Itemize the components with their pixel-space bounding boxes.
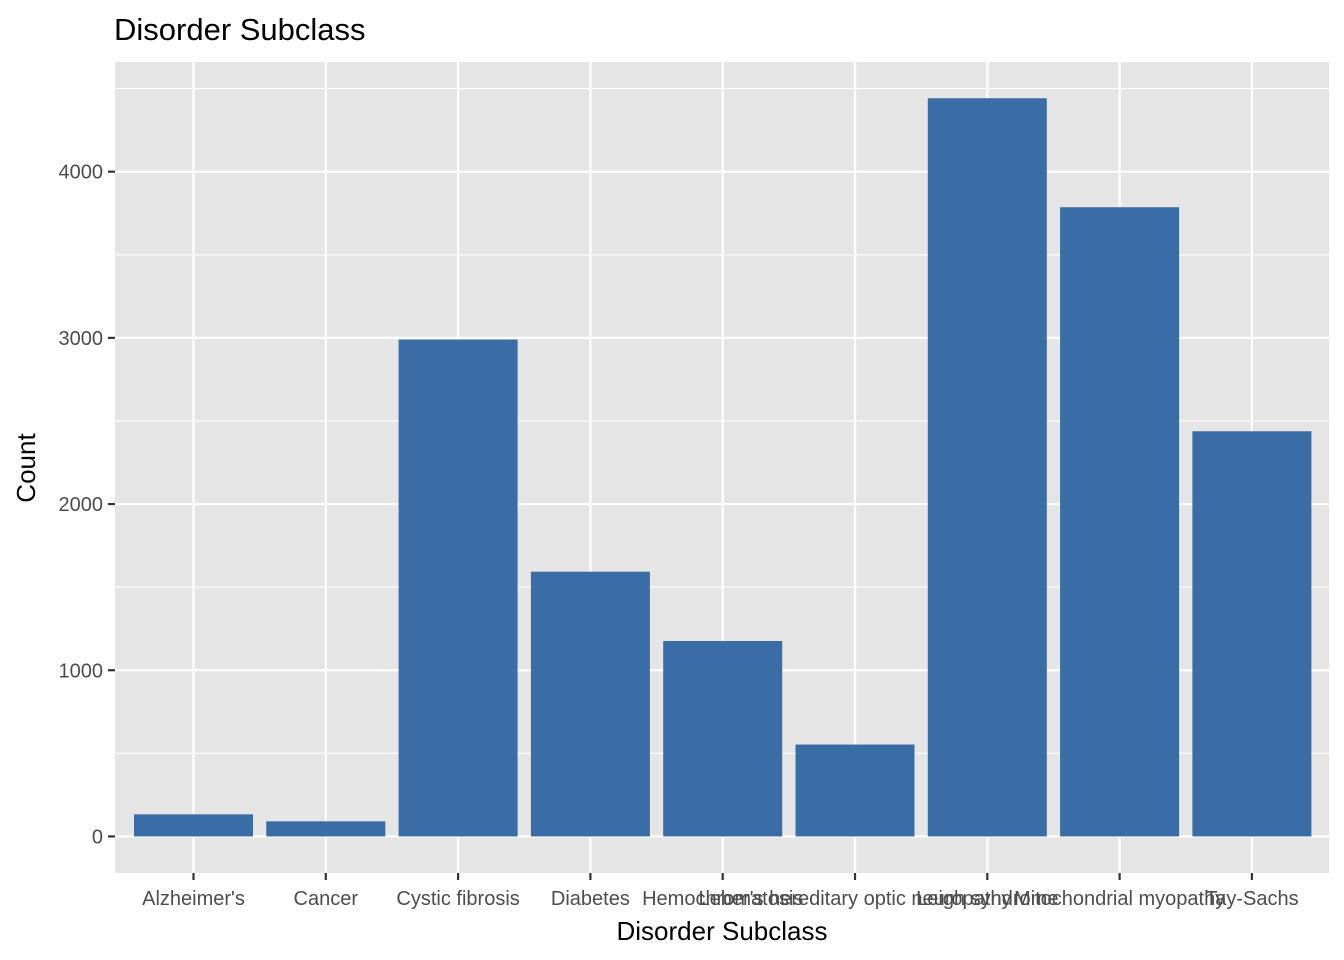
bar [266,821,386,837]
x-tick-label: Cancer [294,888,359,910]
y-axis: 0 1000 2000 3000 4000 [59,162,115,848]
x-tick-label: Hemochromatosis [642,888,803,910]
y-tick-label: 4000 [59,162,104,184]
x-tick-label: Cystic fibrosis [396,888,519,910]
x-axis-title: Disorder Subclass [617,916,828,946]
bar [927,98,1047,837]
x-tick-label: Diabetes [551,888,630,910]
bar [795,744,915,837]
y-tick-label: 0 [92,826,103,848]
bar [1060,207,1180,837]
bars [134,98,1312,837]
chart-title: Disorder Subclass [114,12,366,47]
x-tick-label: Alzheimer's [142,888,245,910]
x-tick-label: Tay-Sachs [1205,888,1298,910]
bar [134,814,253,837]
bar [530,571,650,837]
x-tick-label: Leber's hereditary optic neuropathy [699,888,1012,910]
x-tick-label: Leigh syndrome [916,888,1058,910]
y-tick-label: 1000 [59,660,104,682]
bar [398,339,518,837]
y-tick-label: 3000 [59,328,104,350]
y-axis-title: Count [11,433,41,503]
bar [663,641,783,837]
x-axis: Alzheimer's Cancer Cystic fibrosis Diabetes… [142,873,1299,910]
bar [1192,431,1312,837]
x-tick-label: Mitochondrial myopathy [1014,888,1225,910]
y-tick-label: 2000 [59,494,104,516]
